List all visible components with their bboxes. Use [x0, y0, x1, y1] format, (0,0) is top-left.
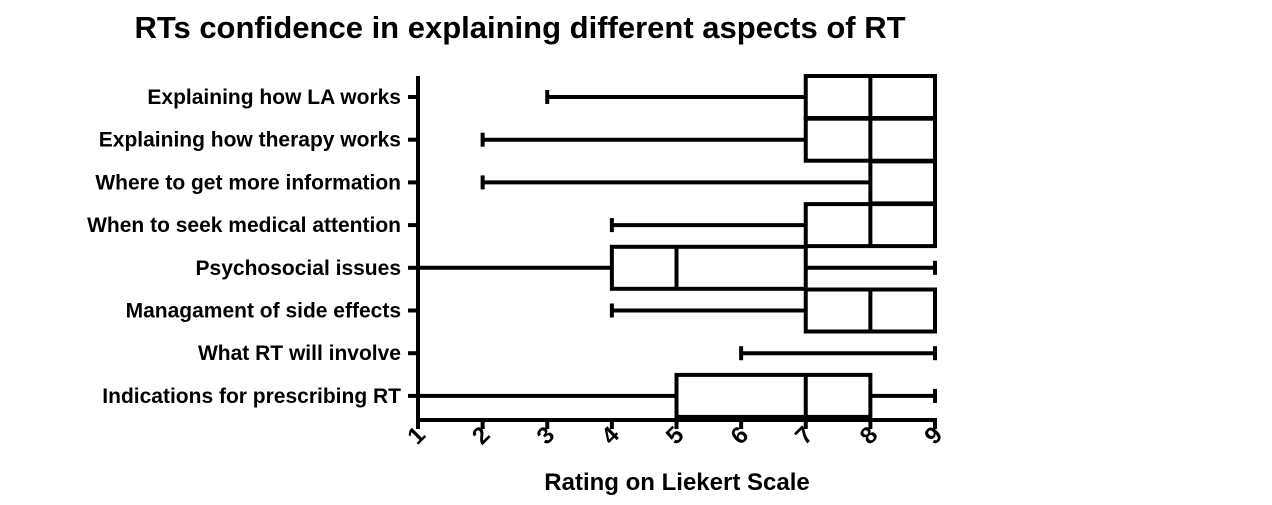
y-category-label: Managament of side effects [126, 300, 401, 323]
y-category-label: Explaining how LA works [147, 86, 401, 109]
y-category-label: Psychosocial issues [196, 257, 401, 280]
chart-title: RTs confidence in explaining different a… [134, 10, 905, 45]
y-category-label: Explaining how therapy works [99, 129, 401, 152]
box-rect [674, 372, 873, 419]
y-category-label: When to seek medical attention [87, 214, 401, 237]
box-rect [868, 159, 937, 206]
y-category-label: What RT will involve [198, 342, 401, 365]
x-axis-title: Rating on Liekert Scale [544, 469, 809, 496]
box-rect [609, 244, 808, 291]
y-category-label: Where to get more information [95, 171, 401, 194]
y-category-label: Indications for prescribing RT [102, 385, 401, 408]
